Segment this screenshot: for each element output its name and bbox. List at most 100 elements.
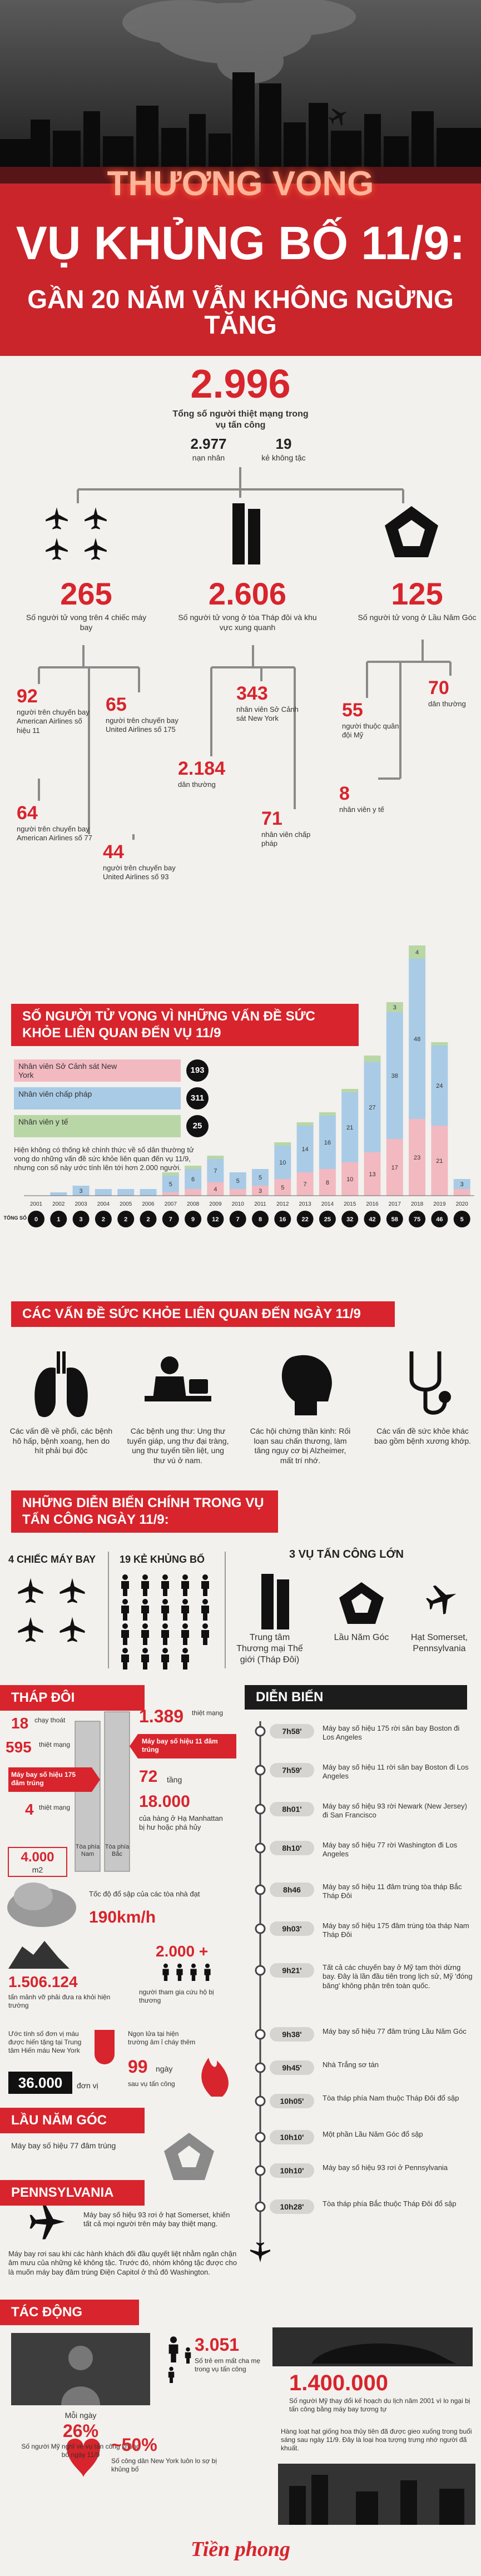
plane-icon: [29, 2204, 65, 2240]
fact-label: chạy thoát: [34, 1716, 66, 1724]
bar-value-label: 14: [301, 1146, 308, 1153]
detail-label: dân thường: [428, 700, 466, 708]
fact-label: Ngọn lửa tại hiện trường âm ỉ cháy thêm: [128, 2030, 196, 2046]
bar-value-label: 48: [414, 1036, 420, 1043]
bar-segment: [117, 1189, 135, 1196]
timeline-dot: [255, 1765, 266, 1776]
attack-target: Lầu Năm Góc: [334, 1633, 389, 1642]
pennsylvania-text: Máy bay số hiệu 93 rơi ở hạt Somerset, k…: [83, 2211, 230, 2228]
health-item: Các vấn đề sức khỏe khác bao gồm bệnh xư…: [374, 1426, 472, 1445]
detail-value: 64: [17, 802, 38, 824]
total-value: 75: [414, 1216, 420, 1223]
x-tick-label: 2006: [142, 1201, 155, 1207]
total-value: 2: [146, 1216, 150, 1223]
person-icon: [141, 1648, 149, 1670]
timeline-text: Tòa tháp phía Bắc thuộc Tháp Đôi đổ sập: [323, 2199, 457, 2208]
pennsylvania-text: Máy bay rơi sau khi các hành khách đối đ…: [8, 2250, 237, 2276]
legend-badge: [186, 1059, 209, 1082]
bar-segment: [252, 1186, 269, 1196]
fact-label: Tốc độ đổ sập của các tòa nhà đạt: [89, 1890, 200, 1898]
header-subtitle: GẦN 20 NĂM VẪN KHÔNG NGỪNG TĂNG: [27, 285, 454, 339]
detail-value: 71: [261, 808, 282, 829]
section-heading: NHỮNG DIỄN BIẾN CHÍNH TRONG VỤ TẤN CÔNG …: [11, 1490, 278, 1533]
timeline-dot: [255, 2201, 266, 2212]
timeline-time: 9h21': [270, 1963, 314, 1978]
total-value: 9: [191, 1216, 195, 1223]
person-icon: [141, 1599, 149, 1621]
bar-segment: [162, 1192, 179, 1196]
total-badge: [185, 1211, 202, 1227]
total-value: 46: [436, 1216, 443, 1223]
timeline-time: 7h59': [270, 1763, 314, 1777]
plane-icon: [250, 2242, 270, 2262]
bar-value-label: 6: [191, 1176, 195, 1183]
fact-label: thiệt mạng: [39, 1804, 71, 1811]
bar-segment: [341, 1089, 359, 1092]
legend-total: 193: [190, 1066, 205, 1075]
total-badge: [117, 1211, 135, 1227]
timeline-text: Tất cả các chuyến bay ở Mỹ tạm thời dừng…: [323, 1963, 473, 1990]
bar-segment: [409, 959, 426, 1119]
pentagon-illustration: [164, 2133, 214, 2180]
total-badge: [296, 1211, 314, 1227]
attack-target: Trung tâm Thương mại Thế giới (Tháp Đôi): [236, 1633, 303, 1665]
legend-swatch: [14, 1087, 181, 1109]
bar-segment: [319, 1116, 336, 1169]
detail-label: người thuộc quân đội Mỹ: [342, 722, 399, 740]
bar-value-label: 3: [80, 1188, 83, 1195]
bar-segment: [185, 1169, 202, 1189]
x-tick-label: 2019: [433, 1201, 446, 1207]
timeline-text: Một phần Lầu Năm Góc đổ sập: [323, 2130, 423, 2138]
x-tick-label: 2004: [97, 1201, 110, 1207]
timeline-dot: [255, 2062, 266, 2073]
towers-icon: [232, 503, 260, 564]
impact-label: Số công dân New York luôn lo sợ bị khủng…: [111, 2457, 217, 2473]
bar-segment: [72, 1186, 90, 1196]
bar-segment: [207, 1159, 224, 1182]
impact-label: Máy bay số hiệu 175 đâm trúng: [11, 1771, 76, 1787]
timeline-time: 8h01': [270, 1802, 314, 1816]
bar-segment: [319, 1169, 336, 1196]
x-tick-label: 2009: [209, 1201, 222, 1207]
x-tick-label: 2005: [120, 1201, 132, 1207]
bar-segment: [364, 1062, 381, 1152]
timeline-time: 10h28': [270, 2199, 314, 2214]
person-icon: [161, 1574, 169, 1596]
bar-value-label: 10: [279, 1160, 286, 1166]
bar-segment: [229, 1172, 246, 1189]
total-value: 7: [236, 1216, 240, 1223]
health-item: Các vấn đề về phổi, các bệnh hô hấp, bện…: [9, 1426, 113, 1455]
bar-value-label: 23: [414, 1155, 420, 1161]
bar-segment: [274, 1179, 291, 1196]
fact-value: 595: [6, 1738, 32, 1756]
bar-segment: [252, 1169, 269, 1186]
bar-segment: [409, 1119, 426, 1196]
total-badge: [409, 1211, 426, 1227]
group-label: Số người tử vong ở tòa Tháp đôi và khu v…: [178, 613, 317, 632]
x-tick-label: 2014: [321, 1201, 334, 1207]
section-heading: DIỄN BIẾN: [245, 1685, 467, 1710]
total-badge: [453, 1211, 470, 1227]
person-icon: [161, 1599, 169, 1621]
section-heading: CÁC VẤN ĐỀ SỨC KHỎE LIÊN QUAN ĐẾN NGÀY 1…: [11, 1301, 395, 1327]
bar-segment: [341, 1162, 359, 1196]
timeline-dot: [255, 1923, 266, 1934]
timeline-time: 9h38': [270, 2027, 314, 2042]
total-value: 8: [259, 1216, 262, 1223]
x-tick-label: 2018: [411, 1201, 424, 1207]
bar-value-label: 5: [236, 1178, 240, 1185]
bar-value-label: 4: [214, 1186, 217, 1193]
timeline-dot: [255, 1842, 266, 1854]
header-subtitle: VỤ KHỦNG BỐ 11/9:: [16, 217, 465, 269]
total-value: 1: [57, 1216, 60, 1223]
timeline-dot: [255, 2132, 266, 2143]
total-value: 2.996: [190, 362, 291, 407]
pentagon-icon: [385, 506, 438, 557]
timeline-time: 10h05': [270, 2094, 314, 2108]
bar-value-label: 5: [259, 1175, 262, 1181]
timeline-text: Tòa tháp phía Nam thuộc Tháp Đôi đổ sập: [323, 2094, 459, 2102]
fact-value: 72: [139, 1767, 158, 1786]
bar-segment: [274, 1146, 291, 1179]
bar-segment: [95, 1189, 112, 1196]
total-value: 2: [124, 1216, 127, 1223]
